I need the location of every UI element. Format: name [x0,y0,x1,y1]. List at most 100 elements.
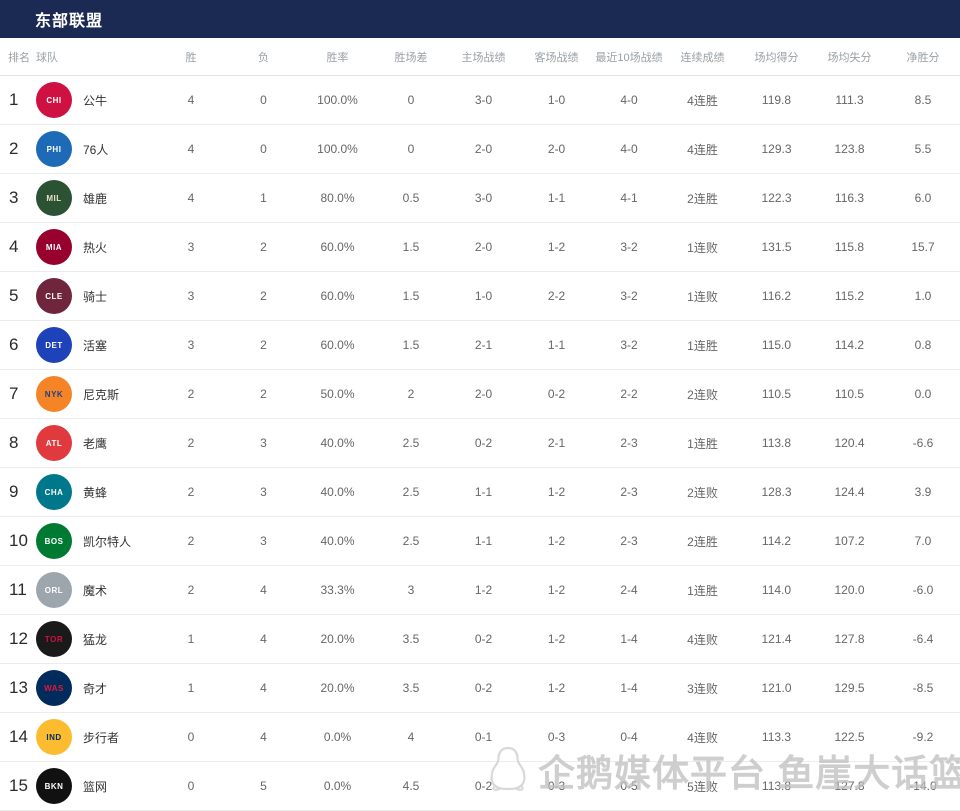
away-cell: 1-2 [547,485,566,499]
column-header-gb: 胜场差 [394,51,428,64]
streak-cell: 2连胜 [687,191,718,206]
win_pct-cell: 60.0% [320,289,355,303]
rank-cell: 8 [9,433,19,452]
team-name-link[interactable]: 猛龙 [83,632,108,647]
home-cell: 1-0 [474,289,493,303]
table-row[interactable]: 3 MIL 雄鹿 4 1 80.0% 0.5 3-0 1-1 4-1 2连胜 122.3 116.3 6.… [0,174,960,223]
team-cell: ATL 老鹰 [36,425,155,461]
table-row[interactable]: 11 ORL 魔术 2 4 33.3% 3 1-2 1-2 2-4 1连胜 114.0 120.0 -6.… [0,566,960,615]
team-name-link[interactable]: 雄鹿 [83,191,108,206]
wins-cell: 2 [187,436,195,450]
away-cell: 1-0 [547,93,566,107]
opp_ppg-cell: 123.8 [834,142,865,156]
gb-cell: 0 [407,93,415,107]
team-logo-icon: CHI [36,82,72,118]
team-cell: NYK 尼克斯 [36,376,155,412]
diff-cell: 7.0 [914,534,932,548]
rank-cell: 10 [9,531,28,550]
rank-cell: 11 [9,580,27,599]
table-row[interactable]: 7 NYK 尼克斯 2 2 50.0% 2 2-0 0-2 2-2 2连败 110.5 110.5 0.0 [0,370,960,419]
team-name-link[interactable]: 76人 [83,142,109,157]
team-name-link[interactable]: 公牛 [83,93,108,108]
ppg-cell: 114.0 [761,583,792,597]
away-cell: 1-2 [547,534,566,548]
team-name-link[interactable]: 黄蜂 [83,485,108,500]
rank-cell: 7 [9,384,19,403]
team-name-link[interactable]: 凯尔特人 [83,534,132,549]
table-row[interactable]: 6 DET 活塞 3 2 60.0% 1.5 2-1 1-1 3-2 1连胜 115.0 114.2 0.… [0,321,960,370]
diff-cell: 15.7 [911,240,935,254]
column-header-home: 主场战绩 [461,51,506,64]
opp_ppg-cell: 111.3 [835,93,864,107]
team-logo-icon: NYK [36,376,72,412]
losses-cell: 4 [260,583,267,597]
table-row[interactable]: 1 CHI 公牛 4 0 100.0% 0 3-0 1-0 4-0 4连胜 119.8 111.3 8.5 [0,76,960,125]
opp_ppg-cell: 110.5 [834,387,865,401]
wins-cell: 3 [187,338,195,352]
diff-cell: 6.0 [914,191,932,205]
team-name-link[interactable]: 热火 [83,240,108,255]
away-cell: 1-2 [547,681,566,695]
team-logo-icon: WAS [36,670,72,706]
win_pct-cell: 0.0% [323,730,352,744]
team-name-link[interactable]: 奇才 [83,681,108,696]
team-name-link[interactable]: 尼克斯 [83,387,120,402]
table-row[interactable]: 15 BKN 篮网 0 5 0.0% 4.5 0-2 0-3 0-5 5连败 113.8 127.8 -1… [0,762,960,811]
last10-cell: 0-5 [620,779,638,793]
team-name-link[interactable]: 步行者 [83,730,120,745]
wins-cell: 3 [187,289,195,303]
team-logo-icon: PHI [36,131,72,167]
ppg-cell: 129.3 [761,142,792,156]
gb-cell: 4.5 [402,779,420,793]
opp_ppg-cell: 115.8 [834,240,865,254]
streak-cell: 1连胜 [687,338,718,353]
table-row[interactable]: 2 PHI 76人 4 0 100.0% 0 2-0 2-0 4-0 4连胜 129.3 123.8 5.… [0,125,960,174]
table-row[interactable]: 4 MIA 热火 3 2 60.0% 1.5 2-0 1-2 3-2 1连败 131.5 115.8 15… [0,223,960,272]
team-logo-icon: ORL [36,572,72,608]
table-row[interactable]: 5 CLE 骑士 3 2 60.0% 1.5 1-0 2-2 3-2 1连败 116.2 115.2 1.… [0,272,960,321]
column-header-losses: 负 [258,51,269,64]
wins-cell: 4 [187,142,195,156]
last10-cell: 2-3 [620,534,638,548]
table-row[interactable]: 8 ATL 老鹰 2 3 40.0% 2.5 0-2 2-1 2-3 1连胜 113.8 120.4 -6… [0,419,960,468]
table-row[interactable]: 14 IND 步行者 0 4 0.0% 4 0-1 0-3 0-4 4连败 113.3 122.5 -9.… [0,713,960,762]
column-header-diff: 净胜分 [906,51,940,64]
column-header-wins: 胜 [185,51,197,64]
table-row[interactable]: 13 WAS 奇才 1 4 20.0% 3.5 0-2 1-2 1-4 3连败 121.0 129.5 -… [0,664,960,713]
rank-cell: 5 [9,286,19,305]
team-name-link[interactable]: 老鹰 [83,436,108,451]
team-name-link[interactable]: 骑士 [83,289,108,304]
ppg-cell: 128.3 [761,485,792,499]
table-row[interactable]: 10 BOS 凯尔特人 2 3 40.0% 2.5 1-1 1-2 2-3 2连胜 114.2 107.… [0,517,960,566]
home-cell: 0-2 [474,436,493,450]
opp_ppg-cell: 116.3 [834,191,865,205]
table-row[interactable]: 12 TOR 猛龙 1 4 20.0% 3.5 0-2 1-2 1-4 4连败 121.4 127.8 -… [0,615,960,664]
team-name-link[interactable]: 魔术 [83,583,108,598]
streak-cell: 4连败 [687,632,718,647]
team-cell: IND 步行者 [36,719,155,755]
win_pct-cell: 40.0% [320,436,355,450]
ppg-cell: 122.3 [761,191,792,205]
ppg-cell: 110.5 [761,387,792,401]
team-name-link[interactable]: 活塞 [83,338,108,353]
win_pct-cell: 20.0% [320,632,355,646]
table-row[interactable]: 9 CHA 黄蜂 2 3 40.0% 2.5 1-1 1-2 2-3 2连败 128.3 124.4 3.… [0,468,960,517]
streak-cell: 1连胜 [687,436,718,451]
opp_ppg-cell: 124.4 [834,485,865,499]
team-name-link[interactable]: 篮网 [83,779,108,794]
away-cell: 0-3 [547,779,566,793]
team-cell: MIL 雄鹿 [36,180,155,216]
home-cell: 1-1 [474,485,493,499]
team-logo-icon: CLE [36,278,72,314]
opp_ppg-cell: 127.8 [834,632,865,646]
home-cell: 3-0 [474,93,493,107]
team-logo-icon: BKN [36,768,72,804]
ppg-cell: 121.4 [761,632,792,646]
rank-cell: 6 [9,335,19,354]
opp_ppg-cell: 122.5 [834,730,865,744]
last10-cell: 2-4 [620,583,638,597]
win_pct-cell: 80.0% [320,191,355,205]
gb-cell: 3 [407,583,415,597]
diff-cell: -6.0 [912,583,934,597]
gb-cell: 4 [407,730,415,744]
